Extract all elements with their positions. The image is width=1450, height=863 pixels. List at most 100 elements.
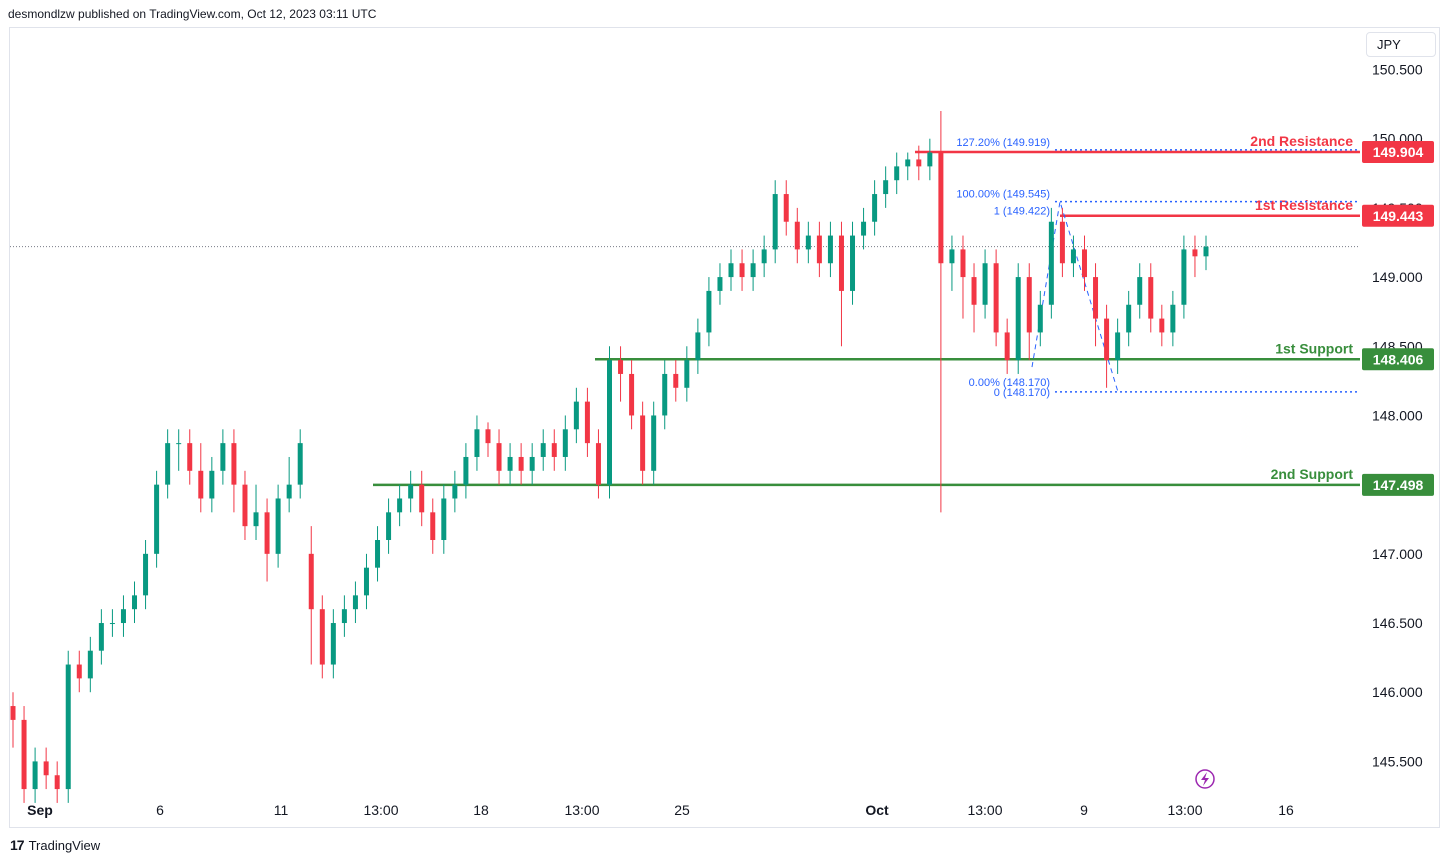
candle [363,553,369,610]
candle [607,346,612,499]
candle-body [651,415,657,471]
candle [584,387,590,457]
candle-body [330,623,336,665]
candle-body [408,484,414,499]
level-label: 1st Resistance [1255,197,1353,213]
candle [154,470,160,568]
candle-body [21,719,27,790]
candle-body [916,159,922,167]
currency-button[interactable]: JPY [1366,32,1436,57]
candle [938,111,944,513]
candle [1148,263,1154,333]
candle-body [386,512,392,540]
level-badge-value: 149.443 [1373,208,1424,224]
candle [960,235,966,319]
candle-body [397,498,403,513]
candle-body [1148,277,1154,319]
candle-body [861,221,867,236]
candle [1059,207,1065,278]
candle-body [463,456,469,485]
candle [761,235,767,278]
candle [662,360,668,430]
candle [783,180,789,236]
candle-body [98,623,104,651]
candle-body [209,470,215,499]
level-badge [1362,348,1434,371]
candle-body [1126,304,1132,333]
candle-body [109,623,115,625]
candle [375,526,381,582]
y-tick-label: 149.000 [1372,269,1423,285]
candle-body [319,609,325,665]
candle-body [728,263,734,278]
candle [916,145,922,181]
x-tick-label: 18 [473,802,489,818]
candle [684,346,690,402]
candle [927,138,933,181]
candle [695,318,701,374]
candle-body [341,609,347,624]
candle-body [894,166,900,181]
candle [905,152,911,181]
level-label: 2nd Resistance [1250,133,1353,149]
candle [21,706,27,803]
candle [982,249,988,319]
candle [209,456,215,513]
candle [618,346,624,402]
levels-layer: 2nd Resistance 1st Resistance 1st Support 2… [373,133,1360,487]
candle [816,221,822,278]
candle [562,415,568,471]
candle [220,429,226,485]
candle [319,595,325,679]
candle-body [805,235,811,250]
candle-body [485,429,491,444]
candle [1170,290,1176,347]
candle [463,443,469,499]
candle-body [949,249,955,264]
level-badges: 149.904 149.443 148.406 147.498 [1362,140,1434,496]
candle [872,180,878,236]
candle-body [1203,246,1209,257]
candle [132,581,138,624]
candle [1104,304,1110,388]
candle [1126,290,1132,347]
candle-body [618,360,624,374]
level-badge-value: 148.406 [1373,351,1424,367]
candle [518,443,524,485]
fib-label: 1 (149.422) [994,206,1050,218]
y-tick-label: 146.000 [1372,684,1423,700]
candle-body [717,277,723,291]
candle-body [883,180,889,195]
candle-body [474,429,480,457]
candle-body [938,152,944,264]
y-tick-label: 150.500 [1372,62,1423,78]
candle [98,609,104,665]
candle-body [132,595,138,610]
candle [452,470,458,513]
candle-body [165,443,171,485]
candle-body [551,443,557,457]
lightning-icon[interactable] [1195,769,1215,789]
candle [187,429,193,485]
candle [772,180,778,264]
candle [861,207,867,250]
candle-body [629,373,635,416]
candle-body [927,152,933,167]
candle [397,484,403,527]
x-tick-label: 13:00 [967,802,1002,818]
candle [308,526,314,665]
candle-body [220,443,226,471]
candle [529,443,535,485]
candle-body [584,401,590,444]
fib-layer: 127.20% (149.919) 100.00% (149.545) 1 (149… [956,137,1360,399]
candle-body [1004,332,1010,361]
candle-body [10,706,16,720]
candle [76,650,82,693]
fib-swing-line [1031,201,1119,393]
candle-body [242,484,248,527]
candle-body [529,456,535,471]
candle-body [794,221,800,250]
candle [551,429,557,471]
candle-body [87,650,93,679]
